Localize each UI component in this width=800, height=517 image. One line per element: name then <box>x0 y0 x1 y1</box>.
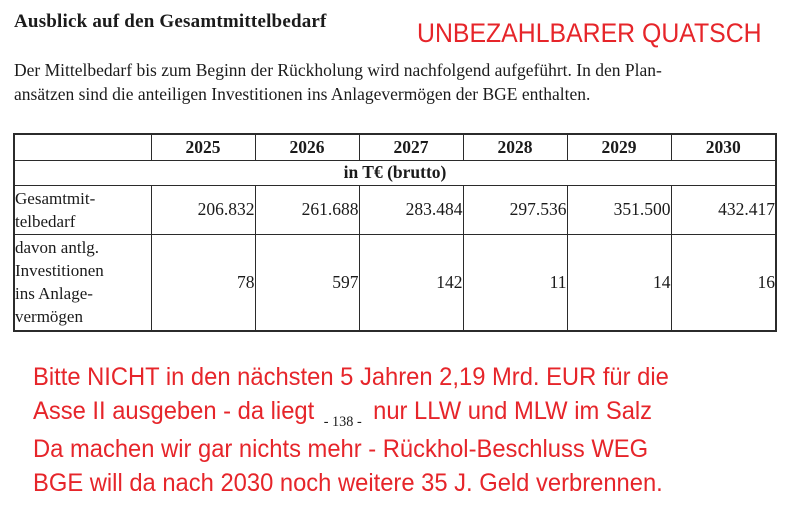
budget-table: 2025 2026 2027 2028 2029 2030 in T€ (bru… <box>13 133 777 332</box>
table-value: 597 <box>254 233 360 332</box>
table-header-row: 2025 2026 2027 2028 2029 2030 <box>13 133 777 161</box>
table-corner-cell <box>13 133 152 161</box>
row-label-line: Gesamtmit- <box>15 188 96 208</box>
annotation-line-2: Asse II ausgeben - da liegt - 138 - nur LL… <box>33 394 669 432</box>
table-row: Gesamtmit- telbedarf 206.832 261.688 283… <box>13 184 777 235</box>
row-label-line: ins Anlage- <box>15 284 93 304</box>
table-unit-row: in T€ (brutto) <box>13 159 777 186</box>
row-label-investitionen: davon antlg. Investitionen ins Anlage- v… <box>13 233 152 332</box>
annotation-title: UNBEZAHLBARER QUATSCH <box>417 18 762 48</box>
table-value: 261.688 <box>254 184 360 235</box>
row-label-line: davon antlg. <box>15 238 100 258</box>
table-value: 351.500 <box>566 184 672 235</box>
table-value: 283.484 <box>358 184 464 235</box>
row-label-gesamtmittelbedarf: Gesamtmit- telbedarf <box>13 184 152 235</box>
annotation-line-3: Da machen wir gar nichts mehr - Rückhol-… <box>33 435 649 463</box>
table-value: 11 <box>462 233 568 332</box>
annotation-line-4: BGE will da nach 2030 noch weitere 35 J.… <box>33 469 663 497</box>
table-value: 14 <box>566 233 672 332</box>
row-label-line: vermögen <box>15 307 83 327</box>
document-heading: Ausblick auf den Gesamtmittelbedarf <box>14 11 327 32</box>
table-value: 16 <box>670 233 777 332</box>
year-header: 2026 <box>254 133 360 161</box>
table-row: davon antlg. Investitionen ins Anlage- v… <box>13 233 777 332</box>
year-header: 2029 <box>566 133 672 161</box>
table-value: 206.832 <box>150 184 256 235</box>
year-header: 2025 <box>150 133 256 161</box>
annotation-line-1: Bitte NICHT in den nächsten 5 Jahren 2,1… <box>33 363 669 391</box>
table-value: 78 <box>150 233 256 332</box>
row-label-line: Investitionen <box>15 261 104 281</box>
table-value: 297.536 <box>462 184 568 235</box>
unit-header-cell: in T€ (brutto) <box>13 159 777 186</box>
table-value: 142 <box>358 233 464 332</box>
year-header: 2027 <box>358 133 464 161</box>
page-number: - 138 - <box>323 414 362 430</box>
table-value: 432.417 <box>670 184 777 235</box>
annotation-line-2-start: Asse II ausgeben - da liegt <box>33 397 315 425</box>
intro-paragraph-line-2: ansätzen sind die anteiligen Investition… <box>14 84 591 104</box>
annotation-line-2-end: nur LLW und MLW im Salz <box>373 397 653 425</box>
annotation-note: Bitte NICHT in den nächsten 5 Jahren 2,1… <box>33 360 669 500</box>
row-label-line: telbedarf <box>15 211 76 231</box>
year-header: 2030 <box>670 133 777 161</box>
intro-paragraph-line-1: Der Mittelbedarf bis zum Beginn der Rück… <box>14 60 662 80</box>
intro-paragraph: Der Mittelbedarf bis zum Beginn der Rück… <box>14 58 794 106</box>
year-header: 2028 <box>462 133 568 161</box>
